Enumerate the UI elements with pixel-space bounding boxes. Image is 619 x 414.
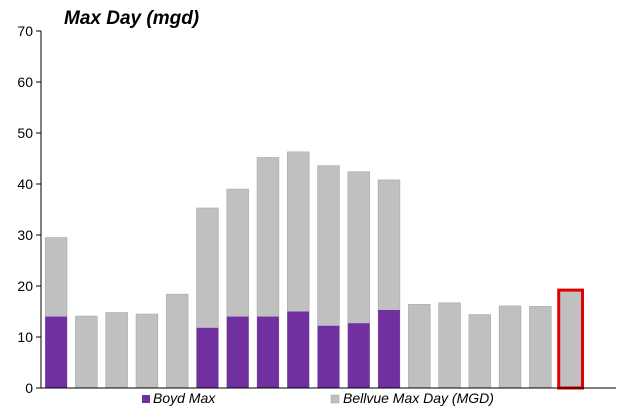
y-axis: 0 10 20 30 40 50 60 70 [17, 23, 41, 396]
y-tick-label: 60 [17, 74, 33, 90]
legend-swatch-boyd-max [142, 395, 150, 403]
bar-bellvue-max-day [75, 315, 98, 389]
y-tick-label: 70 [17, 23, 33, 39]
bar-boyd-max [45, 316, 68, 388]
y-tick-label: 20 [17, 278, 33, 294]
bar-boyd-max [257, 316, 279, 388]
y-tick-label: 50 [17, 125, 33, 141]
bar-boyd-max [347, 323, 370, 388]
y-tick-label: 0 [25, 380, 33, 396]
bar-bellvue-max-day [135, 313, 159, 389]
legend: Boyd Max Bellvue Max Day (MGD) [142, 390, 494, 406]
bar-bellvue-max-day [559, 290, 582, 389]
bar-bellvue-max-day [105, 312, 128, 389]
y-tick-label: 40 [17, 176, 33, 192]
axis-lines [40, 31, 616, 389]
bar-bellvue-max-day [529, 306, 552, 389]
y-tick-label: 10 [17, 329, 33, 345]
bar-boyd-max [378, 309, 400, 388]
legend-swatch-bellvue-max-day [330, 394, 340, 404]
bars-group [44, 151, 584, 390]
bar-boyd-max [287, 311, 310, 388]
bar-boyd-max [196, 327, 219, 388]
y-tick-label: 30 [17, 227, 33, 243]
bar-bellvue-max-day [165, 293, 189, 389]
bar-boyd-max [226, 316, 249, 388]
bar-bellvue-max-day [438, 302, 461, 389]
legend-label-boyd-max: Boyd Max [153, 390, 216, 406]
bar-bellvue-max-day [408, 304, 431, 389]
bar-bellvue-max-day [468, 314, 492, 389]
legend-label-bellvue-max-day: Bellvue Max Day (MGD) [343, 390, 494, 406]
bar-boyd-max [317, 325, 340, 388]
chart-title: Max Day (mgd) [64, 8, 199, 29]
bar-bellvue-max-day [498, 305, 522, 389]
